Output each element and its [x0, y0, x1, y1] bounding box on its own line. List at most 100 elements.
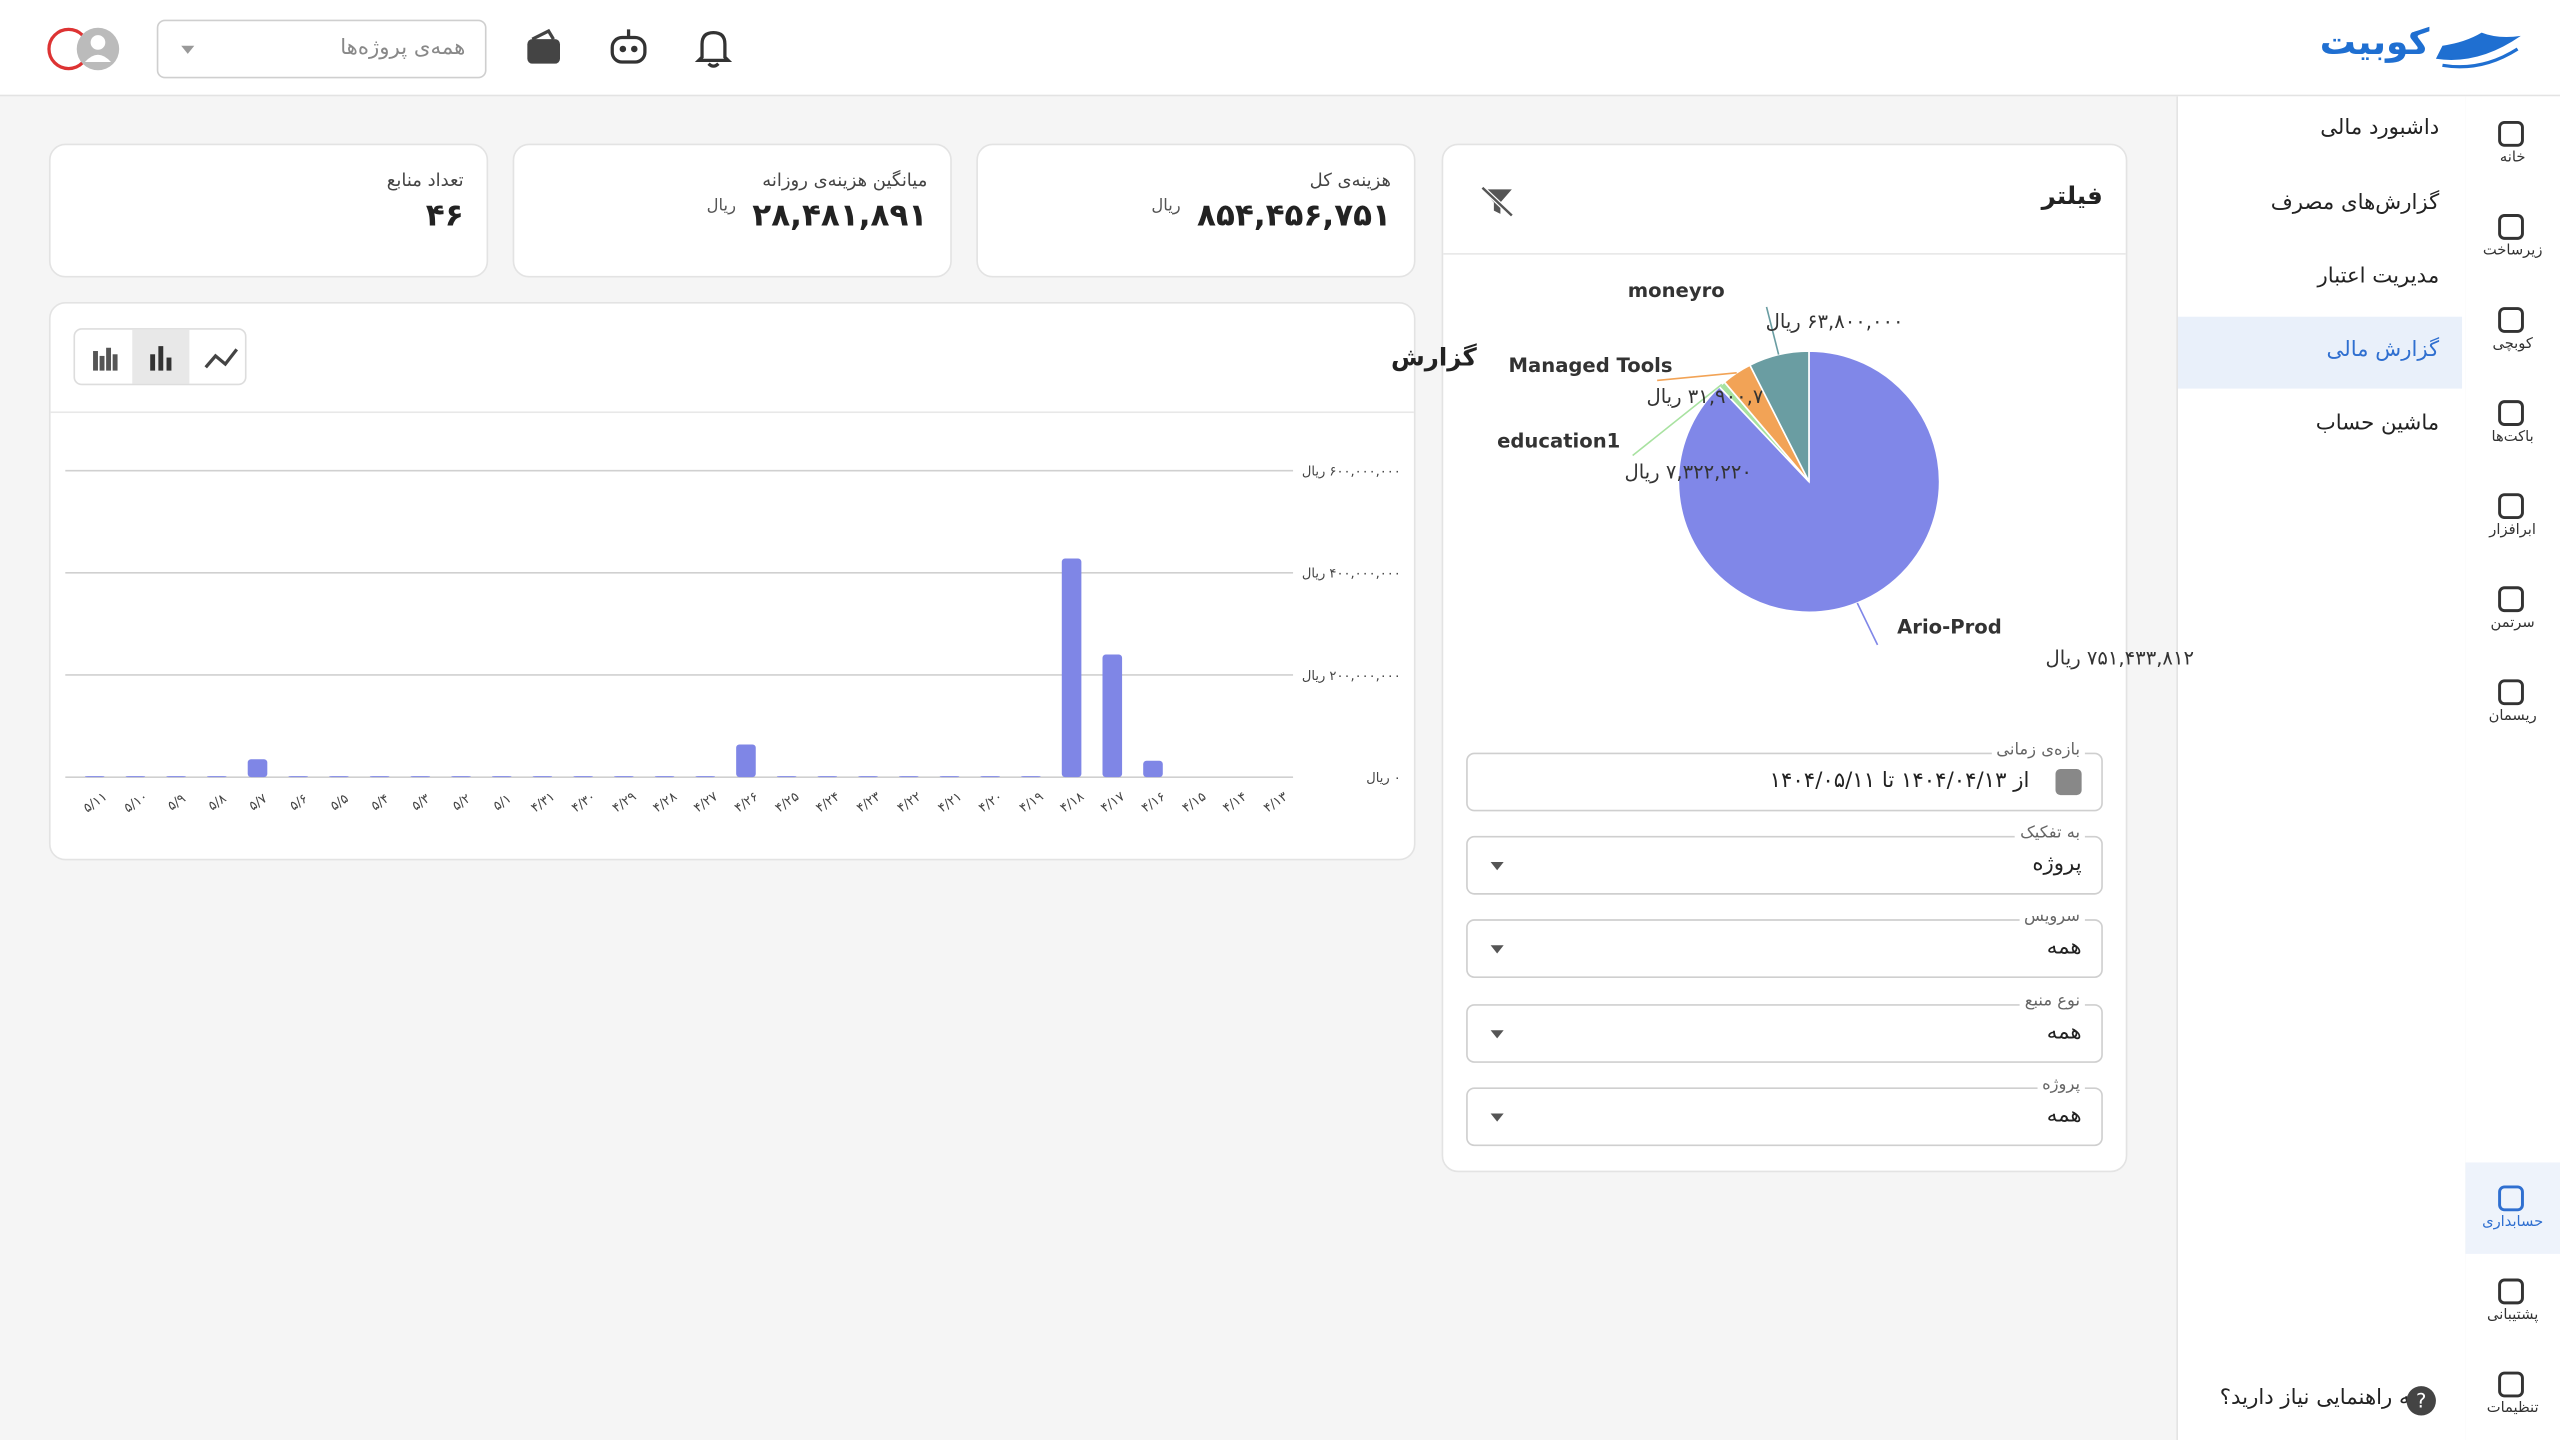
field-label: بازه‌ی زمانی	[1991, 741, 2085, 760]
field-value: از ۱۴۰۴/۰۴/۱۳ تا ۱۴۰۴/۰۵/۱۱	[1769, 768, 2030, 794]
filter-field[interactable]: سرویس همه	[1466, 907, 2103, 978]
x-tick-label: ۵/۱۱	[81, 789, 110, 816]
bar	[817, 776, 838, 778]
rail-label[interactable]: پشتیبانی	[2486, 1307, 2539, 1325]
stat-card: میانگین هزینه‌ی روزانه ۲۸,۴۸۱,۸۹۱ ریال	[512, 143, 952, 278]
x-tick-label: ۵/۲	[450, 791, 474, 814]
bell-icon[interactable]	[692, 26, 734, 68]
submenu-item[interactable]: ماشین حساب	[2315, 411, 2440, 436]
bar	[614, 776, 634, 778]
field-value: پروژه	[2032, 852, 2082, 877]
help-text[interactable]: به راهنمایی نیاز دارید؟	[2219, 1386, 2417, 1411]
bar	[695, 776, 716, 778]
avatar[interactable]	[46, 23, 128, 75]
divider	[1443, 253, 2126, 255]
rail-icon	[2498, 1278, 2524, 1305]
y-tick-label: ۶۰۰,۰۰۰,۰۰۰ ریال	[1302, 465, 1401, 480]
submenu-item[interactable]: مدیریت اعتبار	[2317, 264, 2440, 289]
pie-slice	[1748, 350, 1810, 483]
rail-label[interactable]: ابرافزار	[2489, 522, 2536, 539]
stat-value: ۸۵۴,۴۵۶,۷۵۱	[1197, 197, 1392, 234]
filter-field[interactable]: به تفکیک پروژه	[1466, 824, 2103, 895]
active-submenu-item	[2177, 316, 2463, 389]
rail-label[interactable]: حسابداری	[2482, 1214, 2544, 1232]
x-tick-label: ۵/۱	[491, 791, 515, 814]
x-tick-label: ۵/۶	[287, 791, 311, 814]
filter-field[interactable]: بازه‌ی زمانی از ۱۴۰۴/۰۴/۱۳ تا ۱۴۰۴/۰۵/۱۱	[1466, 741, 2103, 812]
rail-icon	[2498, 679, 2524, 706]
submenu-item[interactable]: گزارش مالی	[2326, 337, 2440, 363]
bar	[654, 776, 675, 778]
rail-label[interactable]: خانه	[2499, 150, 2526, 167]
project-select[interactable]: همه‌ی پروژه‌ها	[156, 19, 487, 79]
x-tick-label: ۴/۱۵	[1180, 789, 1209, 816]
x-tick-label: ۴/۱۶	[1139, 789, 1168, 816]
bar	[84, 776, 105, 778]
rail-label[interactable]: باکت‌ها	[2491, 429, 2534, 446]
caret	[1490, 1030, 1504, 1039]
x-tick-label: ۵/۴	[369, 791, 393, 814]
bar	[207, 776, 227, 778]
help-icon[interactable]: ?	[2405, 1384, 2438, 1417]
bar	[1143, 760, 1163, 778]
rail-label[interactable]: ریسمان	[2488, 708, 2537, 725]
logo-text[interactable]: کوبیت	[2319, 22, 2430, 64]
x-tick-label: ۴/۲۲	[895, 789, 924, 816]
bar	[532, 776, 553, 778]
active-rail-item	[2465, 1162, 2560, 1254]
bar	[980, 776, 1000, 778]
rail-label[interactable]: تنظیمات	[2486, 1400, 2539, 1418]
filter-icon[interactable]	[1479, 184, 1515, 218]
project-select-text: همه‌ی پروژه‌ها	[340, 35, 466, 61]
pie-value-label: ۷۵۱,۴۳۳,۸۱۲ ریال	[2046, 646, 2194, 669]
stat-unit: ریال	[706, 197, 736, 216]
bot-icon[interactable]	[607, 26, 649, 68]
submenu-item[interactable]: داشبورد مالی	[2320, 115, 2440, 141]
filter-field[interactable]: پروژه همه	[1466, 1075, 2103, 1147]
caret	[1490, 1113, 1504, 1122]
wallet-icon[interactable]	[522, 26, 564, 68]
x-tick-label: ۵/۵	[328, 791, 352, 814]
rail-icon	[2498, 307, 2524, 333]
pie-label: moneyro	[1628, 279, 1725, 302]
x-tick-label: ۴/۱۳	[1261, 789, 1290, 816]
x-tick-label: ۵/۱۰	[121, 789, 150, 816]
leader-line	[1632, 383, 1723, 457]
x-tick-label: ۴/۳۰	[569, 789, 598, 816]
rail-icon	[2498, 1371, 2524, 1398]
bar	[410, 776, 431, 778]
rail-label[interactable]: سرتمن	[2490, 615, 2535, 632]
rail-label[interactable]: زیرساخت	[2482, 243, 2543, 260]
x-tick-label: ۴/۲۸	[651, 789, 680, 816]
stat-label: هزینه‌ی کل	[1309, 169, 1392, 192]
field-label: سرویس	[2019, 907, 2085, 926]
bar	[1021, 776, 1041, 778]
caret	[181, 45, 195, 54]
logo-icon	[2435, 32, 2521, 69]
bar	[1061, 558, 1082, 778]
x-tick-label: ۴/۲۷	[691, 789, 720, 816]
bar	[939, 776, 960, 778]
bar	[573, 776, 593, 778]
rail-icon	[2498, 586, 2524, 613]
stat-value-row: ۴۶	[426, 198, 464, 234]
rail-label[interactable]: کوبچی	[2492, 336, 2533, 353]
y-tick-label: ۲۰۰,۰۰۰,۰۰۰ ریال	[1302, 669, 1401, 684]
bar	[1102, 654, 1123, 778]
rail-icon	[2498, 214, 2524, 240]
submenu-item[interactable]: گزارش‌های مصرف	[2270, 191, 2440, 216]
y-tick-label: ۰ ریال	[1366, 771, 1401, 786]
filter-field[interactable]: نوع منبع همه	[1466, 992, 2103, 1063]
bar	[776, 776, 797, 778]
x-tick-label: ۴/۱۸	[1058, 789, 1087, 816]
stat-unit: ریال	[1151, 197, 1181, 216]
x-tick-label: ۴/۱۴	[1220, 789, 1249, 816]
x-tick-label: ۵/۷	[246, 791, 270, 814]
x-tick-label: ۴/۲۱	[936, 789, 965, 816]
pie-label: education1	[1497, 429, 1620, 452]
x-tick-label: ۴/۲۳	[854, 789, 883, 816]
field-value: همه	[2046, 935, 2082, 961]
switch-icons	[93, 346, 239, 371]
